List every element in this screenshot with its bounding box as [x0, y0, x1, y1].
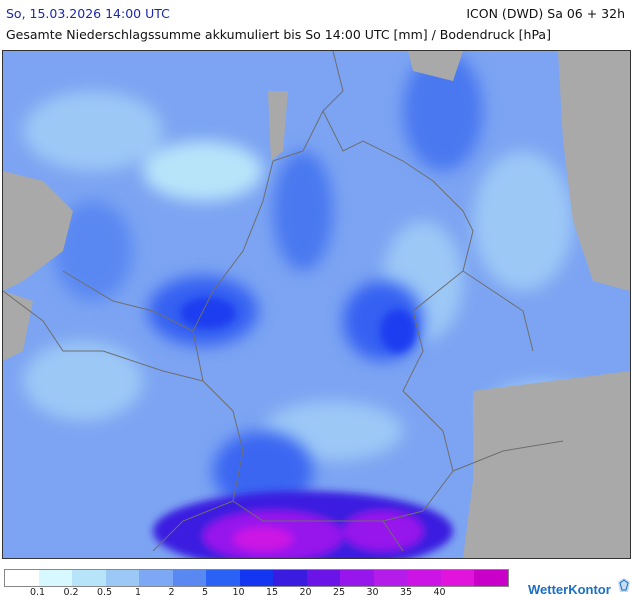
- forecast-datetime: So, 15.03.2026 14:00 UTC: [6, 6, 170, 21]
- legend-tick-label: 15: [265, 587, 279, 598]
- legend-swatch: [306, 570, 340, 586]
- legend-tick-label: 0.1: [29, 587, 46, 598]
- legend-tick-label: 40: [433, 587, 446, 598]
- legend-swatch: [407, 570, 441, 586]
- legend-swatch: [139, 570, 173, 586]
- legend-tick-label: 0.2: [63, 587, 79, 598]
- legend-swatch: [5, 570, 39, 586]
- legend-swatch: [105, 570, 139, 586]
- legend-tick-label: 20: [299, 587, 312, 598]
- legend-tick-label: 5: [201, 587, 209, 598]
- country-borders: [3, 51, 564, 552]
- legend-tick-label: 25: [332, 587, 346, 598]
- map-svg: [3, 51, 630, 558]
- precipitation-legend: [4, 569, 509, 587]
- legend-swatch: [72, 570, 106, 586]
- legend-tick-label: 10: [232, 587, 245, 598]
- legend-swatch: [373, 570, 407, 586]
- precip-heavy-areas: [153, 297, 453, 558]
- legend-tick-label: 35: [399, 587, 413, 598]
- legend-swatch: [38, 570, 72, 586]
- legend-tick-label: 30: [366, 587, 379, 598]
- model-run-label: ICON (DWD) Sa 06 + 32h: [466, 6, 625, 21]
- legend-tick-label: 0.5: [96, 587, 113, 598]
- precipitation-map: [2, 50, 631, 559]
- legend-swatch: [440, 570, 474, 586]
- legend-swatch: [273, 570, 307, 586]
- map-title: Gesamte Niederschlagssumme akkumuliert b…: [6, 27, 551, 42]
- legend-swatch: [206, 570, 240, 586]
- legend-swatch: [239, 570, 273, 586]
- wetterkontor-logo-icon: [618, 578, 630, 592]
- dry-land-areas: [3, 51, 630, 558]
- legend-tick-label: 2: [168, 587, 175, 598]
- legend-swatch: [340, 570, 374, 586]
- legend-tick-label: 1: [134, 587, 142, 598]
- legend-swatch: [172, 570, 206, 586]
- legend-swatch: [474, 570, 508, 586]
- wetterkontor-brand[interactable]: WetterKontor: [528, 582, 611, 597]
